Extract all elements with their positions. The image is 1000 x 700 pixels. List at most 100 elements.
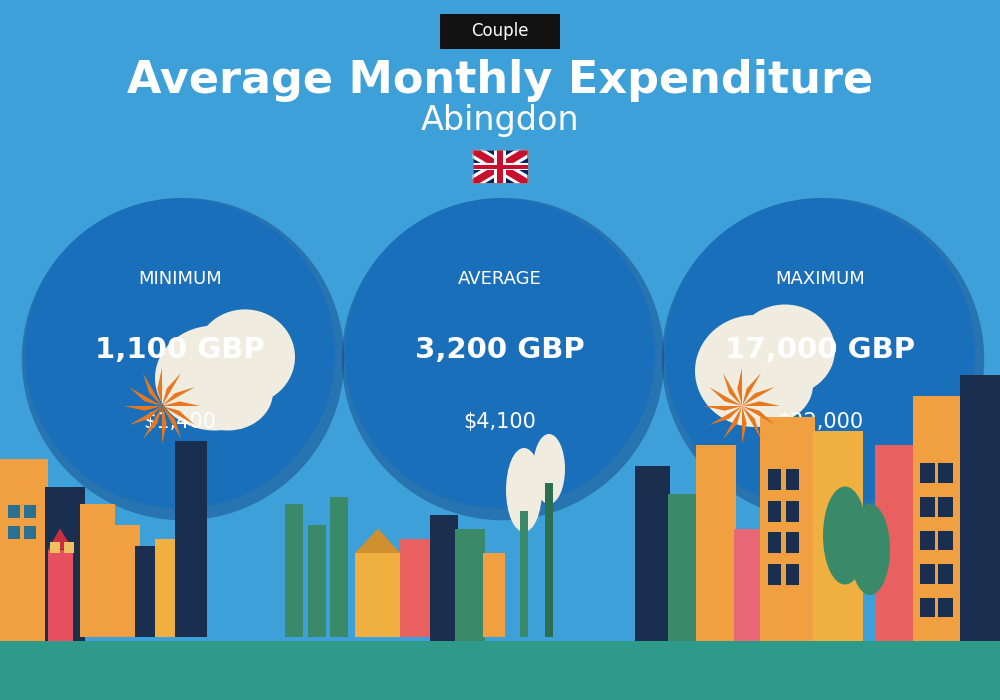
Ellipse shape — [662, 198, 984, 520]
Ellipse shape — [22, 198, 344, 520]
Ellipse shape — [155, 326, 275, 430]
FancyBboxPatch shape — [768, 500, 781, 522]
FancyBboxPatch shape — [330, 497, 348, 637]
FancyBboxPatch shape — [0, 640, 1000, 700]
Text: $1,400: $1,400 — [144, 412, 216, 432]
FancyBboxPatch shape — [938, 598, 953, 617]
Ellipse shape — [735, 304, 835, 395]
FancyBboxPatch shape — [24, 526, 36, 539]
Polygon shape — [709, 406, 742, 433]
Polygon shape — [742, 406, 769, 439]
FancyBboxPatch shape — [768, 564, 781, 584]
Polygon shape — [473, 150, 528, 183]
FancyBboxPatch shape — [483, 553, 505, 637]
FancyBboxPatch shape — [734, 528, 762, 640]
Polygon shape — [742, 396, 780, 406]
Polygon shape — [143, 406, 162, 442]
Ellipse shape — [665, 199, 975, 508]
FancyBboxPatch shape — [875, 444, 915, 640]
Polygon shape — [355, 528, 400, 553]
FancyBboxPatch shape — [960, 374, 1000, 640]
Ellipse shape — [850, 504, 890, 595]
FancyBboxPatch shape — [355, 553, 400, 637]
FancyBboxPatch shape — [920, 531, 935, 550]
FancyBboxPatch shape — [768, 469, 781, 490]
Polygon shape — [162, 370, 181, 406]
Ellipse shape — [533, 434, 565, 504]
Polygon shape — [125, 387, 162, 406]
FancyBboxPatch shape — [175, 441, 207, 637]
Ellipse shape — [723, 346, 813, 424]
Text: Average Monthly Expenditure: Average Monthly Expenditure — [127, 59, 873, 102]
FancyBboxPatch shape — [913, 395, 963, 640]
Polygon shape — [704, 406, 742, 416]
Polygon shape — [715, 373, 742, 406]
Polygon shape — [742, 406, 752, 444]
FancyBboxPatch shape — [760, 416, 815, 640]
Ellipse shape — [345, 199, 655, 508]
FancyBboxPatch shape — [668, 494, 698, 640]
Polygon shape — [162, 406, 189, 439]
FancyBboxPatch shape — [430, 514, 458, 640]
FancyBboxPatch shape — [786, 564, 799, 584]
FancyBboxPatch shape — [920, 564, 935, 584]
Text: $22,000: $22,000 — [777, 412, 863, 432]
Polygon shape — [162, 379, 195, 406]
Polygon shape — [48, 528, 73, 550]
FancyBboxPatch shape — [938, 497, 953, 517]
FancyBboxPatch shape — [8, 505, 20, 518]
Text: Couple: Couple — [471, 22, 529, 41]
Text: 1,100 GBP: 1,100 GBP — [95, 337, 265, 365]
Polygon shape — [742, 379, 775, 406]
Ellipse shape — [823, 486, 867, 584]
FancyBboxPatch shape — [8, 526, 20, 539]
FancyBboxPatch shape — [920, 598, 935, 617]
Polygon shape — [723, 406, 742, 442]
FancyBboxPatch shape — [48, 550, 73, 640]
FancyBboxPatch shape — [80, 504, 115, 637]
FancyBboxPatch shape — [920, 463, 935, 483]
Polygon shape — [162, 406, 172, 444]
FancyBboxPatch shape — [494, 150, 506, 183]
FancyBboxPatch shape — [497, 150, 503, 183]
Text: MINIMUM: MINIMUM — [138, 270, 222, 288]
FancyBboxPatch shape — [285, 504, 303, 637]
FancyBboxPatch shape — [473, 164, 528, 169]
FancyBboxPatch shape — [308, 525, 326, 637]
Ellipse shape — [183, 354, 273, 430]
Ellipse shape — [195, 309, 295, 405]
Text: 3,200 GBP: 3,200 GBP — [415, 337, 585, 365]
FancyBboxPatch shape — [768, 532, 781, 553]
Polygon shape — [124, 406, 162, 416]
FancyBboxPatch shape — [473, 163, 528, 170]
Text: MAXIMUM: MAXIMUM — [775, 270, 865, 288]
Ellipse shape — [506, 448, 542, 532]
FancyBboxPatch shape — [938, 564, 953, 584]
Polygon shape — [152, 368, 162, 406]
Ellipse shape — [342, 198, 664, 520]
FancyBboxPatch shape — [50, 542, 60, 553]
Text: 17,000 GBP: 17,000 GBP — [725, 337, 915, 365]
FancyBboxPatch shape — [155, 539, 183, 637]
Polygon shape — [162, 396, 200, 406]
FancyBboxPatch shape — [400, 539, 432, 637]
Polygon shape — [732, 368, 742, 406]
FancyBboxPatch shape — [813, 430, 863, 640]
FancyBboxPatch shape — [786, 532, 799, 553]
Polygon shape — [473, 150, 528, 183]
FancyBboxPatch shape — [520, 511, 528, 637]
FancyBboxPatch shape — [786, 500, 799, 522]
Ellipse shape — [695, 315, 815, 427]
Text: Abingdon: Abingdon — [421, 104, 579, 137]
FancyBboxPatch shape — [24, 505, 36, 518]
FancyBboxPatch shape — [0, 458, 48, 640]
Polygon shape — [742, 406, 779, 425]
FancyBboxPatch shape — [938, 463, 953, 483]
Ellipse shape — [25, 199, 335, 508]
Polygon shape — [129, 406, 162, 433]
Polygon shape — [473, 150, 528, 183]
FancyBboxPatch shape — [938, 531, 953, 550]
FancyBboxPatch shape — [696, 444, 736, 640]
Polygon shape — [135, 373, 162, 406]
FancyBboxPatch shape — [473, 150, 528, 183]
